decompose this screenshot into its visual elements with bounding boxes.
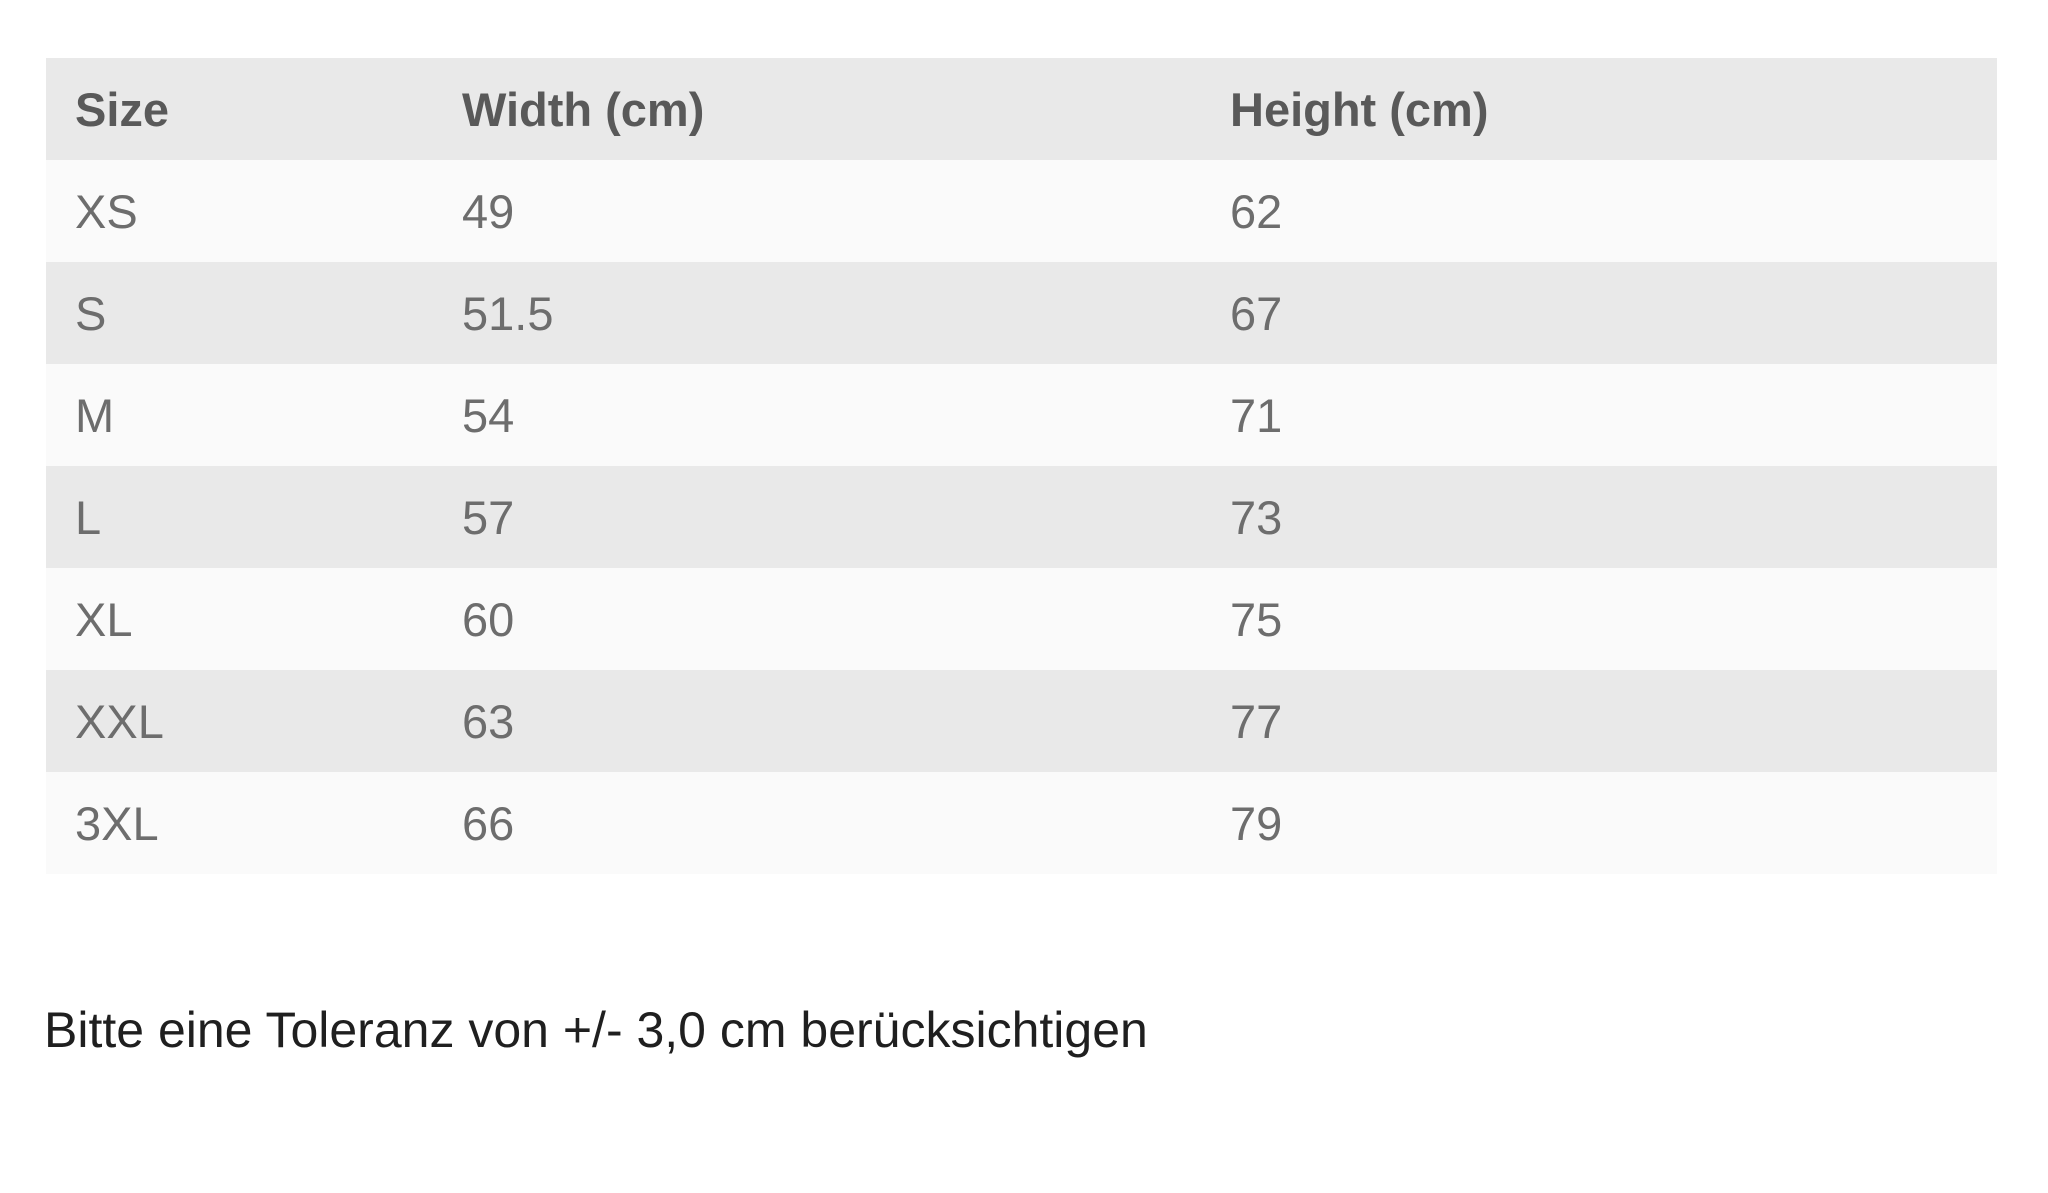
height-cell: 73 bbox=[1230, 490, 1283, 544]
size-cell: XL bbox=[75, 592, 133, 646]
column-header-width: Width (cm) bbox=[433, 58, 1201, 160]
size-cell: S bbox=[75, 286, 107, 340]
width-cell: 60 bbox=[462, 592, 515, 646]
tolerance-note: Bitte eine Toleranz von +/- 3,0 cm berüc… bbox=[44, 1002, 1148, 1058]
width-cell: 54 bbox=[462, 388, 515, 442]
size-chart-header-row: Size Width (cm) Height (cm) bbox=[46, 58, 1997, 160]
height-cell: 79 bbox=[1230, 796, 1283, 850]
height-cell: 62 bbox=[1230, 184, 1283, 238]
column-header-height: Height (cm) bbox=[1201, 58, 1997, 160]
width-cell: 66 bbox=[462, 796, 515, 850]
table-row-l: L 57 73 bbox=[46, 466, 1997, 568]
size-cell: XS bbox=[75, 184, 138, 238]
column-header-size: Size bbox=[46, 58, 433, 160]
height-cell: 77 bbox=[1230, 694, 1283, 748]
width-cell: 49 bbox=[462, 184, 515, 238]
table-row-xs: XS 49 62 bbox=[46, 160, 1997, 262]
width-cell: 51.5 bbox=[462, 286, 554, 340]
size-cell: L bbox=[75, 490, 102, 544]
width-cell: 63 bbox=[462, 694, 515, 748]
table-row-m: M 54 71 bbox=[46, 364, 1997, 466]
table-row-s: S 51.5 67 bbox=[46, 262, 1997, 364]
height-cell: 75 bbox=[1230, 592, 1283, 646]
size-cell: M bbox=[75, 388, 115, 442]
table-row-3xl: 3XL 66 79 bbox=[46, 772, 1997, 874]
height-cell: 67 bbox=[1230, 286, 1283, 340]
size-chart-table: Size Width (cm) Height (cm) XS 49 62 S 5… bbox=[46, 58, 1997, 874]
width-cell: 57 bbox=[462, 490, 515, 544]
height-cell: 71 bbox=[1230, 388, 1283, 442]
size-cell: 3XL bbox=[75, 796, 159, 850]
table-row-xxl: XXL 63 77 bbox=[46, 670, 1997, 772]
size-cell: XXL bbox=[75, 694, 164, 748]
table-row-xl: XL 60 75 bbox=[46, 568, 1997, 670]
